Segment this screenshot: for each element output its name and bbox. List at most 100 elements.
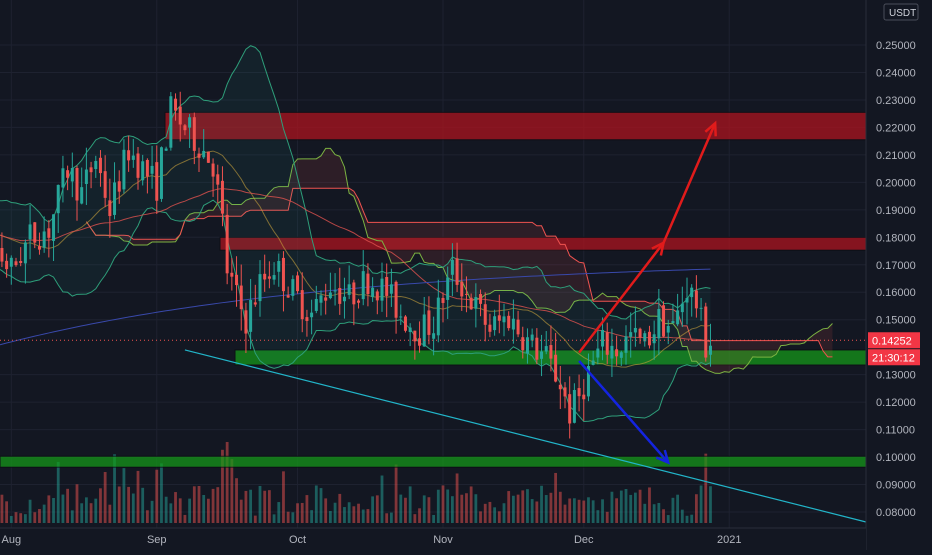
candle-body (385, 276, 389, 296)
volume-bar (117, 486, 121, 523)
candle-body (202, 150, 206, 158)
candle-body (380, 278, 384, 301)
volume-bar (385, 513, 389, 523)
volume-bar (136, 470, 140, 523)
candle-body (155, 162, 159, 201)
volume-bar (99, 488, 102, 523)
volume-bar (544, 495, 548, 523)
candle-body (324, 297, 328, 301)
candle-body (558, 384, 562, 390)
x-tick-label: 2021 (717, 534, 741, 546)
candle-body (230, 272, 234, 277)
candle-body (14, 261, 18, 266)
bollinger-upper (0, 45, 711, 320)
volume-bar (357, 503, 360, 523)
candle-body (535, 337, 539, 360)
candle-body (418, 338, 422, 346)
price-axis-panel (866, 0, 932, 550)
time-axis-panel (0, 528, 866, 550)
candle-body (563, 387, 567, 397)
y-tick-label: 0.20000 (876, 177, 916, 189)
candle-body (300, 290, 304, 320)
projection-down-arrowhead (655, 449, 671, 465)
candle-body (211, 163, 215, 177)
candle-body (286, 295, 290, 298)
candle-body (84, 169, 88, 184)
candle-body (342, 296, 346, 302)
y-tick-label: 0.18000 (876, 232, 916, 244)
volume-bar (263, 490, 267, 523)
volume-bar (267, 490, 271, 523)
volume-bar (328, 511, 332, 523)
candle-body (361, 271, 365, 300)
volume-bar (530, 499, 534, 523)
bollinger-fill (0, 45, 711, 422)
candle-body (33, 222, 37, 243)
candle-body (9, 257, 13, 267)
volume-bar (230, 458, 234, 523)
y-tick-label: 0.16000 (876, 287, 916, 299)
volume-bar (633, 492, 637, 523)
candle-body (629, 332, 633, 337)
volume-bar (300, 502, 304, 523)
candle-body (479, 294, 483, 304)
volume-bar (657, 502, 661, 523)
candle-body (305, 317, 309, 321)
indicators (0, 45, 711, 423)
candle-body (98, 157, 102, 174)
x-tick-label: Sep (147, 534, 167, 546)
candle-body (657, 308, 661, 339)
candle-body (338, 287, 342, 304)
volume-bar (624, 488, 628, 523)
candle-body (549, 345, 553, 359)
candle-body (502, 316, 506, 323)
volume-bar (680, 509, 684, 523)
volume-bar (202, 494, 206, 523)
volume-bar (277, 502, 281, 523)
projection-down-arrow (578, 360, 670, 464)
candle-body (145, 159, 149, 177)
volume-bar (418, 508, 421, 523)
price-tag (868, 332, 920, 349)
volume-bar (643, 503, 647, 523)
y-tick-label: 0.19000 (876, 205, 916, 217)
volume-bar (42, 504, 46, 523)
volume-bar (591, 500, 595, 523)
volume-bar (80, 503, 84, 523)
candle-body (164, 148, 168, 151)
volume-bar (291, 512, 295, 523)
candle-body (52, 214, 56, 241)
candle-body (568, 394, 572, 424)
candle-body (647, 331, 651, 346)
volume-bar (408, 486, 412, 523)
candle-body (277, 261, 281, 272)
volume-bar (516, 494, 520, 523)
volume-bar (183, 514, 187, 523)
volume-bar (272, 514, 276, 523)
candle-body (249, 299, 253, 332)
candle-body (235, 274, 239, 286)
candle-body (216, 174, 220, 185)
candle-body (310, 312, 314, 318)
candle-body (239, 285, 243, 310)
volume-bar (455, 473, 459, 523)
volume-bar (399, 494, 403, 523)
candle-body (5, 260, 9, 270)
moving-average-50 (0, 188, 711, 343)
candle-body (469, 297, 473, 310)
candle-body (19, 261, 23, 264)
cloud-fill (86, 148, 833, 374)
candle-body (371, 287, 375, 297)
candle-body (150, 165, 154, 174)
candle-body (666, 325, 670, 333)
candle-body (375, 291, 379, 301)
volume-bar (84, 497, 88, 523)
volume-bar (493, 507, 497, 523)
volume-bar (662, 509, 665, 523)
candle-body (582, 394, 586, 400)
candle-body (56, 184, 60, 214)
candle-body (530, 334, 534, 341)
candle-body (244, 310, 248, 334)
